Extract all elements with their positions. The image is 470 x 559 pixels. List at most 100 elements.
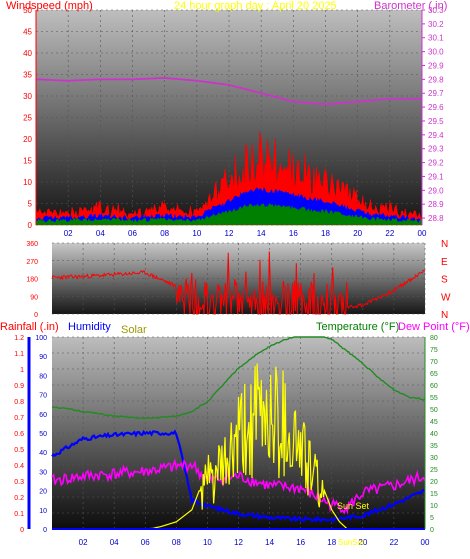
wind-y-tick-label: 30 — [23, 92, 32, 101]
baro-y-tick-label: 29.8 — [428, 75, 444, 84]
wind-y-tick-label: 50 — [23, 6, 32, 15]
temp-x-tick-label: 18 — [327, 538, 336, 547]
axes-layer: 02 04 06 08 10 12 14 16 18 20 22 000510152025303540… — [14, 6, 451, 547]
temperature-axis-title: Temperature (°F) — [316, 321, 399, 333]
temp-x-tick-label: 02 — [79, 538, 88, 547]
humidity-y-tick-label: 0 — [43, 527, 47, 534]
dewpoint-axis-title: Dew Point (°F) — [398, 321, 470, 333]
humidity-y-tick-label: 100 — [35, 335, 47, 342]
temp-y-tick-label: 75 — [430, 347, 438, 354]
wind-x-tick-label: 16 — [289, 229, 298, 238]
temp-y-tick-label: 80 — [430, 335, 438, 342]
wind-x-tick-label: 22 — [385, 229, 394, 238]
temp-x-tick-label: 08 — [172, 538, 181, 547]
temp-y-tick-label: 45 — [430, 419, 438, 426]
rain-y-tick-label: 0.2 — [14, 495, 24, 502]
chart-title: 24 hour graph day : April 20 2025 — [174, 0, 337, 12]
rain-y-tick-label: 1.1 — [14, 351, 24, 358]
sunset-label: Sun Set — [337, 501, 370, 511]
temp-y-tick-label: 55 — [430, 395, 438, 402]
rain-y-tick-label: 0.7 — [14, 415, 24, 422]
dir-y-tick-label: 0 — [34, 312, 38, 319]
humidity-y-tick-label: 60 — [39, 412, 47, 419]
humidity-y-tick-label: 20 — [39, 489, 47, 496]
barometer-line — [35, 77, 422, 106]
humidity-y-tick-label: 10 — [39, 508, 47, 515]
temp-x-tick-label: 06 — [141, 538, 150, 547]
humidity-y-tick-label: 80 — [39, 373, 47, 380]
temp-x-tick-label: 00 — [421, 538, 430, 547]
baro-y-tick-label: 30.3 — [428, 6, 444, 15]
baro-y-tick-label: 29.0 — [428, 186, 444, 195]
temp-y-tick-label: 40 — [430, 431, 438, 438]
windspeed-base-area — [36, 203, 422, 225]
temp-y-tick-label: 0 — [430, 527, 434, 534]
wind-x-tick-label: 00 — [418, 229, 427, 238]
temp-x-tick-label: 04 — [110, 538, 119, 547]
humidity-line — [51, 429, 426, 523]
temp-y-tick-label: 65 — [430, 371, 438, 378]
temp-x-tick-label: 20 — [358, 538, 367, 547]
sunset-axis-label: SunSet — [338, 538, 365, 547]
temperature-line — [51, 336, 426, 420]
windspeed-gust-area — [35, 131, 423, 226]
dir-compass-label: N — [441, 239, 448, 250]
series-layer — [35, 77, 426, 530]
wind-x-tick-label: 04 — [96, 229, 105, 238]
dewpoint-line — [51, 458, 426, 515]
baro-y-tick-label: 28.9 — [428, 200, 444, 209]
rainfall-axis-title: Rainfall (.in) — [0, 321, 59, 333]
temp-y-tick-label: 70 — [430, 359, 438, 366]
temp-y-tick-label: 10 — [430, 503, 438, 510]
dir-compass-label: E — [441, 257, 448, 268]
rain-y-tick-label: 0.1 — [14, 511, 24, 518]
temp-y-tick-label: 60 — [430, 383, 438, 390]
rain-y-tick-label: 0.8 — [14, 399, 24, 406]
baro-y-tick-label: 28.8 — [428, 214, 444, 223]
humidity-y-tick-label: 70 — [39, 393, 47, 400]
temp-y-tick-label: 15 — [430, 491, 438, 498]
temp-y-tick-label: 25 — [430, 467, 438, 474]
humidity-y-tick-label: 50 — [39, 431, 47, 438]
baro-y-tick-label: 29.4 — [428, 131, 444, 140]
baro-y-tick-label: 29.6 — [428, 103, 444, 112]
wind-y-tick-label: 5 — [28, 200, 33, 209]
dir-y-tick-label: 180 — [26, 277, 38, 284]
dir-y-tick-label: 270 — [26, 259, 38, 266]
wind-y-tick-label: 35 — [23, 71, 32, 80]
rain-y-tick-label: 1 — [20, 367, 24, 374]
wind-direction-line — [51, 251, 426, 316]
baro-y-tick-label: 29.3 — [428, 145, 444, 154]
rain-y-tick-label: 1.2 — [14, 335, 24, 342]
temp-y-tick-label: 5 — [430, 515, 434, 522]
baro-y-tick-label: 29.7 — [428, 89, 444, 98]
wind-y-tick-label: 40 — [23, 49, 32, 58]
wind-x-tick-label: 20 — [353, 229, 362, 238]
temp-y-tick-label: 35 — [430, 443, 438, 450]
baro-y-tick-label: 29.9 — [428, 61, 444, 70]
rain-y-tick-label: 0 — [20, 527, 24, 534]
wind-x-tick-label: 02 — [64, 229, 73, 238]
baro-y-tick-label: 29.1 — [428, 172, 444, 181]
wind-y-tick-label: 45 — [23, 28, 32, 37]
wind-y-tick-label: 20 — [23, 135, 32, 144]
dir-y-tick-label: 360 — [26, 241, 38, 248]
baro-y-tick-label: 30.2 — [428, 20, 444, 29]
rain-y-tick-label: 0.4 — [14, 463, 24, 470]
wind-x-tick-label: 12 — [225, 229, 234, 238]
barometer-axis-title: Barometer (.in) — [374, 0, 447, 12]
rain-y-tick-label: 0.5 — [14, 447, 24, 454]
temp-x-tick-label: 10 — [203, 538, 212, 547]
temp-x-tick-label: 14 — [265, 538, 274, 547]
dir-compass-label: S — [441, 275, 448, 286]
baro-y-tick-label: 29.2 — [428, 159, 444, 168]
baro-y-tick-label: 30.1 — [428, 34, 444, 43]
windspeed-axis-title: Windspeed (mph) — [6, 0, 93, 12]
wind-x-tick-label: 08 — [160, 229, 169, 238]
humidity-y-tick-label: 90 — [39, 354, 47, 361]
rain-y-tick-label: 0.3 — [14, 479, 24, 486]
wind-y-tick-label: 15 — [23, 157, 32, 166]
dir-y-tick-label: 90 — [30, 294, 38, 301]
wind-y-tick-label: 25 — [23, 114, 32, 123]
